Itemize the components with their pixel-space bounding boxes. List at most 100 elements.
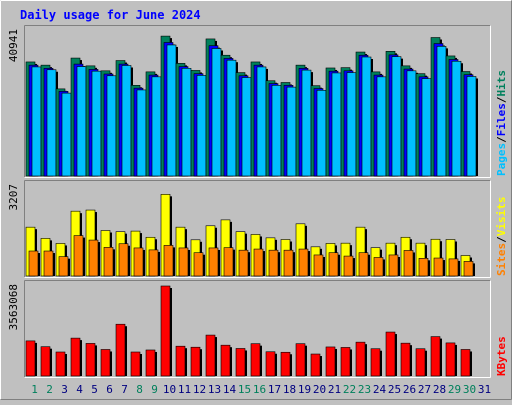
day-label-31: 31 [478,383,491,396]
bar-sites-day-18 [283,249,294,277]
bar-kbytes-day-10 [160,285,171,377]
bar-kbytes-day-28 [430,336,441,377]
bar-pages-day-11 [181,68,192,177]
bar-kbytes-day-9 [145,349,156,377]
chart-title: Daily usage for June 2024 [20,8,201,22]
bar-pages-day-12 [196,75,207,177]
bar-pages-day-8 [136,89,147,177]
day-label-6: 6 [106,383,113,396]
day-label-27: 27 [418,383,431,396]
bar-pages-day-9 [151,76,162,177]
day-label-1: 1 [31,383,38,396]
bar-sites-day-15 [238,249,249,277]
day-label-17: 17 [268,383,281,396]
bar-pages-day-21 [331,72,342,177]
bar-sites-day-4 [73,235,84,277]
bar-pages-day-10 [166,44,177,177]
bar-pages-day-16 [256,66,267,177]
panel-legend: KBytes [495,336,508,376]
bar-kbytes-day-21 [325,346,336,377]
bar-kbytes-day-5 [85,343,96,377]
bar-pages-day-6 [106,75,117,177]
day-label-11: 11 [178,383,191,396]
bar-pages-day-30 [466,76,477,177]
bar-sites-day-2 [43,250,54,277]
day-label-23: 23 [358,383,371,396]
bar-kbytes-day-12 [190,346,201,377]
bar-sites-day-3 [58,256,69,277]
bar-kbytes-day-6 [100,349,111,377]
bar-kbytes-day-3 [55,351,66,377]
bar-pages-day-25 [391,56,402,177]
bar-kbytes-day-24 [370,348,381,377]
bar-sites-day-24 [373,257,384,277]
bar-pages-day-27 [421,78,432,177]
day-label-18: 18 [283,383,296,396]
day-label-4: 4 [76,383,83,396]
bar-pages-day-14 [226,59,237,177]
bar-sites-day-17 [268,249,279,277]
panel-kbytes: 3563068 KBytes [7,280,508,378]
day-label-16: 16 [253,383,266,396]
day-label-13: 13 [208,383,221,396]
bar-pages-day-24 [376,76,387,177]
panel-max-label: 3563068 [7,284,20,330]
bar-sites-day-28 [433,257,444,277]
legend-entry: / [495,96,508,103]
bar-sites-day-16 [253,248,264,277]
bar-pages-day-15 [241,77,252,177]
day-label-8: 8 [136,383,143,396]
bar-pages-day-23 [361,56,372,177]
bar-kbytes-day-15 [235,348,246,377]
bar-sites-day-26 [403,250,414,277]
bar-sites-day-13 [208,247,219,277]
day-label-14: 14 [223,383,237,396]
bar-kbytes-day-26 [400,342,411,377]
bar-pages-day-4 [76,66,87,177]
chart-panels: 40941Pages/Files/Hits3207Sites/Visits356… [7,25,508,378]
bar-sites-day-6 [103,247,114,277]
bar-sites-day-11 [178,247,189,277]
day-label-26: 26 [403,383,416,396]
bar-sites-day-14 [223,247,234,277]
bar-sites-day-20 [313,254,324,277]
bar-kbytes-day-7 [115,323,126,377]
bar-sites-day-12 [193,252,204,277]
bar-sites-day-9 [148,249,159,277]
bar-sites-day-7 [118,243,129,277]
bar-pages-day-29 [451,60,462,177]
day-label-5: 5 [91,383,98,396]
legend-entry: / [495,136,508,143]
bar-sites-day-1 [28,250,39,277]
panel-max-label: 40941 [7,29,20,62]
bar-kbytes-day-18 [280,351,291,377]
bar-sites-day-27 [418,258,429,277]
bar-pages-day-3 [61,92,72,177]
bar-kbytes-day-4 [70,337,81,377]
legend-entry: KBytes [495,336,508,376]
panel-max-label: 3207 [7,184,20,211]
bar-kbytes-day-1 [25,340,36,377]
bar-pages-day-17 [271,85,282,177]
bar-sites-day-30 [463,261,474,277]
legend-entry: Pages [495,143,508,176]
bar-sites-day-29 [448,258,459,277]
bar-kbytes-day-30 [460,349,471,377]
bar-sites-day-8 [133,247,144,277]
bar-kbytes-day-19 [295,343,306,377]
day-label-22: 22 [343,383,356,396]
day-label-20: 20 [313,383,326,396]
bar-pages-day-7 [121,65,132,177]
day-label-10: 10 [163,383,176,396]
bar-kbytes-day-13 [205,334,216,377]
bar-pages-day-18 [286,86,297,177]
legend-entry: Sites [495,243,508,276]
bar-pages-day-22 [346,72,357,177]
day-label-9: 9 [151,383,158,396]
bar-kbytes-day-8 [130,351,141,377]
bar-kbytes-day-17 [265,351,276,377]
day-label-19: 19 [298,383,311,396]
